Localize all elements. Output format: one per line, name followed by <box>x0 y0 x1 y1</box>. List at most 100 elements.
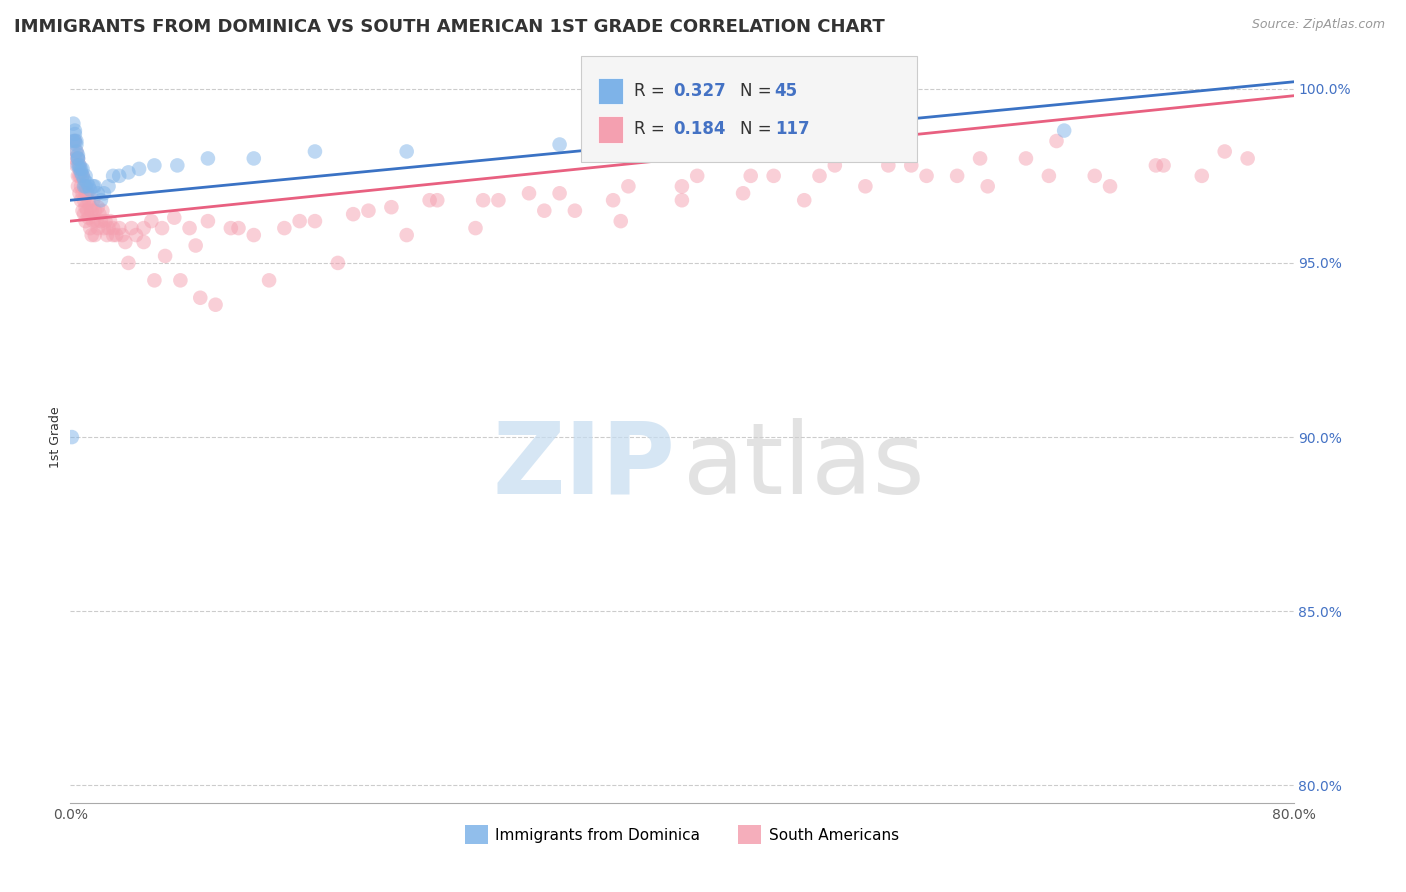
Point <box>517 186 540 201</box>
Point <box>83 203 105 218</box>
Legend: Immigrants from Dominica, South Americans: Immigrants from Dominica, South American… <box>458 819 905 850</box>
Point <box>83 179 105 194</box>
Point <box>976 179 998 194</box>
Point <box>380 200 402 214</box>
Point <box>87 186 110 201</box>
Point <box>132 221 155 235</box>
Point <box>793 134 815 148</box>
Point <box>204 298 226 312</box>
Point <box>357 203 380 218</box>
Point <box>143 273 166 287</box>
Point <box>66 169 89 183</box>
Point <box>855 179 877 194</box>
Point <box>1236 152 1258 166</box>
Point <box>179 221 201 235</box>
Point <box>219 221 242 235</box>
Point <box>342 207 364 221</box>
Point <box>89 207 111 221</box>
Text: R =: R = <box>634 120 671 138</box>
Point <box>108 221 131 235</box>
Point <box>1099 179 1122 194</box>
Point <box>65 145 87 159</box>
Point <box>84 214 107 228</box>
Point <box>141 214 163 228</box>
Point <box>472 193 495 207</box>
Point <box>73 207 96 221</box>
Point <box>824 158 846 172</box>
Point <box>87 221 110 235</box>
Point <box>128 161 150 176</box>
Point <box>70 169 93 183</box>
Text: IMMIGRANTS FROM DOMINICA VS SOUTH AMERICAN 1ST GRADE CORRELATION CHART: IMMIGRANTS FROM DOMINICA VS SOUTH AMERIC… <box>14 18 884 36</box>
Point <box>153 249 176 263</box>
Point <box>93 221 115 235</box>
Point <box>1213 145 1236 159</box>
Point <box>69 186 91 201</box>
Point <box>73 179 96 194</box>
Point <box>69 158 91 172</box>
Point <box>163 211 186 225</box>
Point <box>63 152 86 166</box>
Point <box>65 145 87 159</box>
Point <box>97 221 120 235</box>
Text: N =: N = <box>740 82 776 100</box>
Point <box>66 152 89 166</box>
Point <box>419 193 441 207</box>
Point <box>91 203 114 218</box>
Point <box>80 228 103 243</box>
Point <box>426 193 449 207</box>
Point <box>76 203 98 218</box>
Point <box>150 221 173 235</box>
Point <box>63 134 86 148</box>
Text: 117: 117 <box>775 120 810 138</box>
Point <box>72 169 94 183</box>
Point <box>101 228 124 243</box>
Point <box>69 161 91 176</box>
Point <box>69 169 91 183</box>
Point <box>228 221 250 235</box>
Point <box>77 193 100 207</box>
Point <box>65 134 87 148</box>
Point <box>243 152 266 166</box>
Point <box>197 214 219 228</box>
Point <box>101 221 124 235</box>
Point <box>1015 152 1038 166</box>
Point <box>877 158 900 172</box>
Point <box>72 169 94 183</box>
Point <box>793 193 815 207</box>
Point <box>617 179 640 194</box>
Point <box>80 203 103 218</box>
Point <box>740 169 762 183</box>
Point <box>117 165 139 179</box>
Point <box>82 193 104 207</box>
Point <box>65 137 87 152</box>
Point <box>66 152 89 166</box>
Text: 0.184: 0.184 <box>673 120 725 138</box>
Point <box>93 186 115 201</box>
Point <box>79 221 101 235</box>
Point <box>77 211 100 225</box>
Point <box>101 169 124 183</box>
Point <box>184 238 207 252</box>
Point <box>395 145 418 159</box>
Point <box>98 214 121 228</box>
Point <box>257 273 280 287</box>
Point <box>304 214 326 228</box>
Point <box>121 221 143 235</box>
Point <box>97 179 120 194</box>
Point <box>326 256 349 270</box>
Point <box>564 203 586 218</box>
Point <box>1053 123 1076 137</box>
Point <box>125 228 148 243</box>
Point <box>83 228 105 243</box>
Point <box>90 214 112 228</box>
Point <box>62 117 84 131</box>
Point <box>77 179 100 194</box>
Point <box>75 200 97 214</box>
Point <box>762 169 785 183</box>
Point <box>72 186 94 201</box>
Text: Source: ZipAtlas.com: Source: ZipAtlas.com <box>1251 18 1385 31</box>
Point <box>72 161 94 176</box>
Point <box>63 127 86 141</box>
Point <box>602 193 624 207</box>
